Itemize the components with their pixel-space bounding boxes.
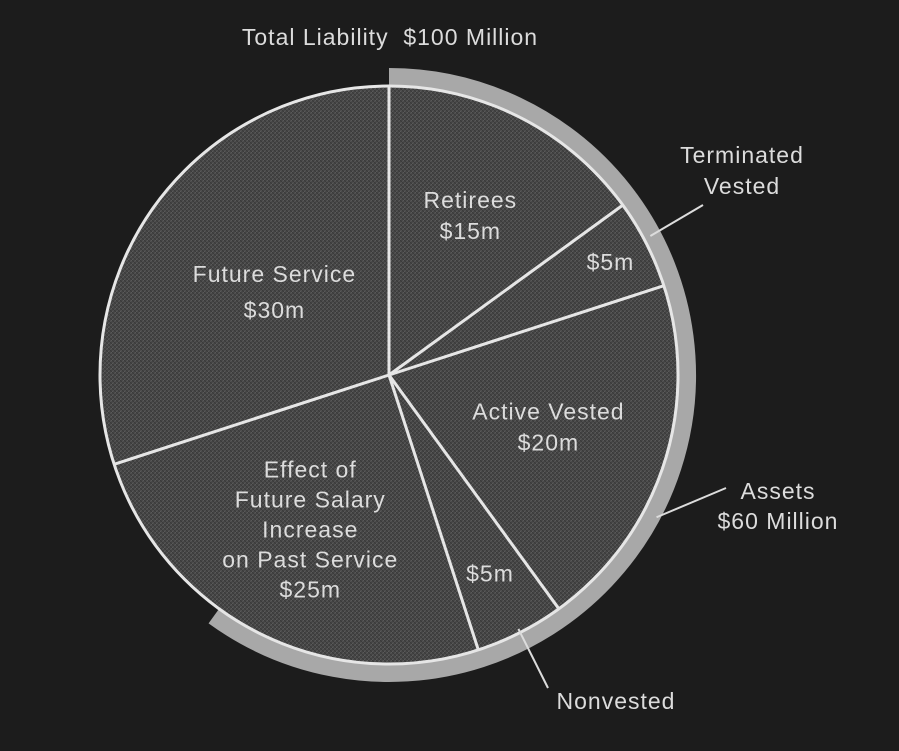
- pie-slice-4: [114, 375, 479, 664]
- assets-label-line: Assets: [740, 478, 815, 504]
- slice-label-0-line: Retirees: [424, 187, 518, 213]
- slice-label-0-line: $15m: [440, 218, 502, 244]
- slice-label-2-line: $20m: [518, 429, 580, 455]
- slice-label-3-line: $5m: [466, 560, 514, 586]
- terminated-vested-label-line: Vested: [704, 173, 780, 199]
- slice-divider-3: [387, 374, 561, 610]
- pie-slice-3: [389, 375, 559, 650]
- assets-leader: [656, 487, 727, 519]
- chart-title: Total Liability $100 Million: [242, 24, 538, 50]
- slice-label-5: Future Service $30m: [193, 261, 357, 323]
- pie-slice-1: [389, 205, 664, 375]
- slice-label-4-line: on Past Service: [222, 547, 398, 573]
- assets-label-line: $60 Million: [718, 508, 839, 534]
- slice-label-4-line: Future Salary: [235, 487, 386, 513]
- assets-band-layer: [208, 68, 696, 682]
- slice-label-2: Active Vested $20m: [472, 398, 624, 455]
- slice-layer: [99, 86, 678, 664]
- terminated-vested-label-line: Terminated: [680, 142, 804, 168]
- slice-label-5-line: $30m: [244, 297, 306, 323]
- nonvested-label: Nonvested: [557, 688, 676, 714]
- slice-divider-2: [388, 284, 665, 377]
- slice-label-0: Retirees $15m: [424, 187, 518, 244]
- slice-divider-5: [113, 373, 390, 466]
- nonvested-leader: [517, 628, 549, 689]
- slice-label-3: $5m: [466, 560, 514, 586]
- label-layer: Total Liability $100 Million Retirees $15m…: [193, 24, 839, 714]
- slice-label-4-line: Increase: [262, 517, 358, 543]
- assets-band: [208, 68, 696, 682]
- slice-label-4-line: Effect of: [264, 457, 357, 483]
- pie-slice-5: [99, 86, 389, 465]
- slice-label-5-line: Future Service: [193, 261, 357, 287]
- slice-label-2-line: Active Vested: [472, 398, 624, 424]
- slice-label-4-line: $25m: [280, 577, 342, 603]
- slice-divider-1: [388, 203, 624, 377]
- assets-label: Assets $60 Million: [718, 478, 839, 534]
- slice-label-1-line: $5m: [587, 249, 635, 275]
- terminated-vested-label: Terminated Vested: [680, 142, 804, 199]
- pie-slice-0: [389, 86, 623, 375]
- slice-divider-4: [387, 374, 480, 651]
- slice-label-4: Effect of Future Salary Increase on Past Se…: [222, 457, 398, 603]
- terminated-vested-leader: [649, 204, 704, 237]
- slice-label-1: $5m: [587, 249, 635, 275]
- pie-slice-2: [389, 285, 678, 609]
- divider-layer: [98, 84, 680, 666]
